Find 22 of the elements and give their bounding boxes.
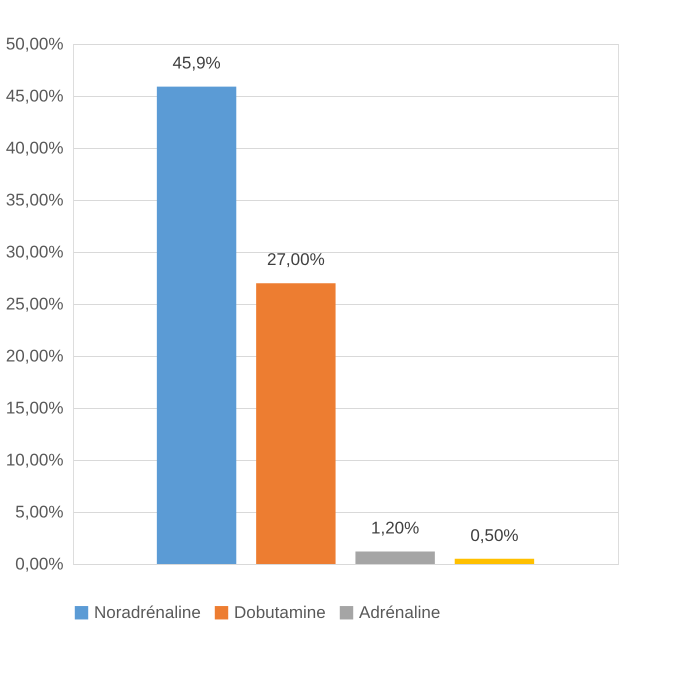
data-label: 27,00% (267, 250, 325, 270)
data-label: 1,20% (371, 518, 420, 538)
legend-label: Adrénaline (359, 602, 440, 622)
y-tick-label: 25,00% (6, 294, 64, 314)
y-tick-label: 5,00% (15, 502, 64, 522)
bar (355, 552, 435, 564)
data-label: 0,50% (470, 526, 519, 545)
y-tick-label: 15,00% (6, 398, 64, 418)
y-tick-label: 30,00% (6, 242, 64, 262)
bar (454, 558, 534, 564)
legend-label: Noradrénaline (94, 602, 201, 622)
y-tick-label: 35,00% (6, 190, 64, 210)
bar (156, 86, 236, 564)
legend-label: Dobutamine (234, 602, 326, 622)
y-tick-label: 45,00% (6, 86, 64, 106)
y-tick-label: 10,00% (6, 450, 64, 470)
y-tick-label: 20,00% (6, 346, 64, 366)
data-label: 45,9% (172, 54, 221, 73)
y-tick-label: 50,00% (6, 34, 64, 54)
y-tick-label: 0,00% (15, 554, 64, 574)
y-tick-label: 40,00% (6, 138, 64, 158)
bar (256, 283, 336, 564)
